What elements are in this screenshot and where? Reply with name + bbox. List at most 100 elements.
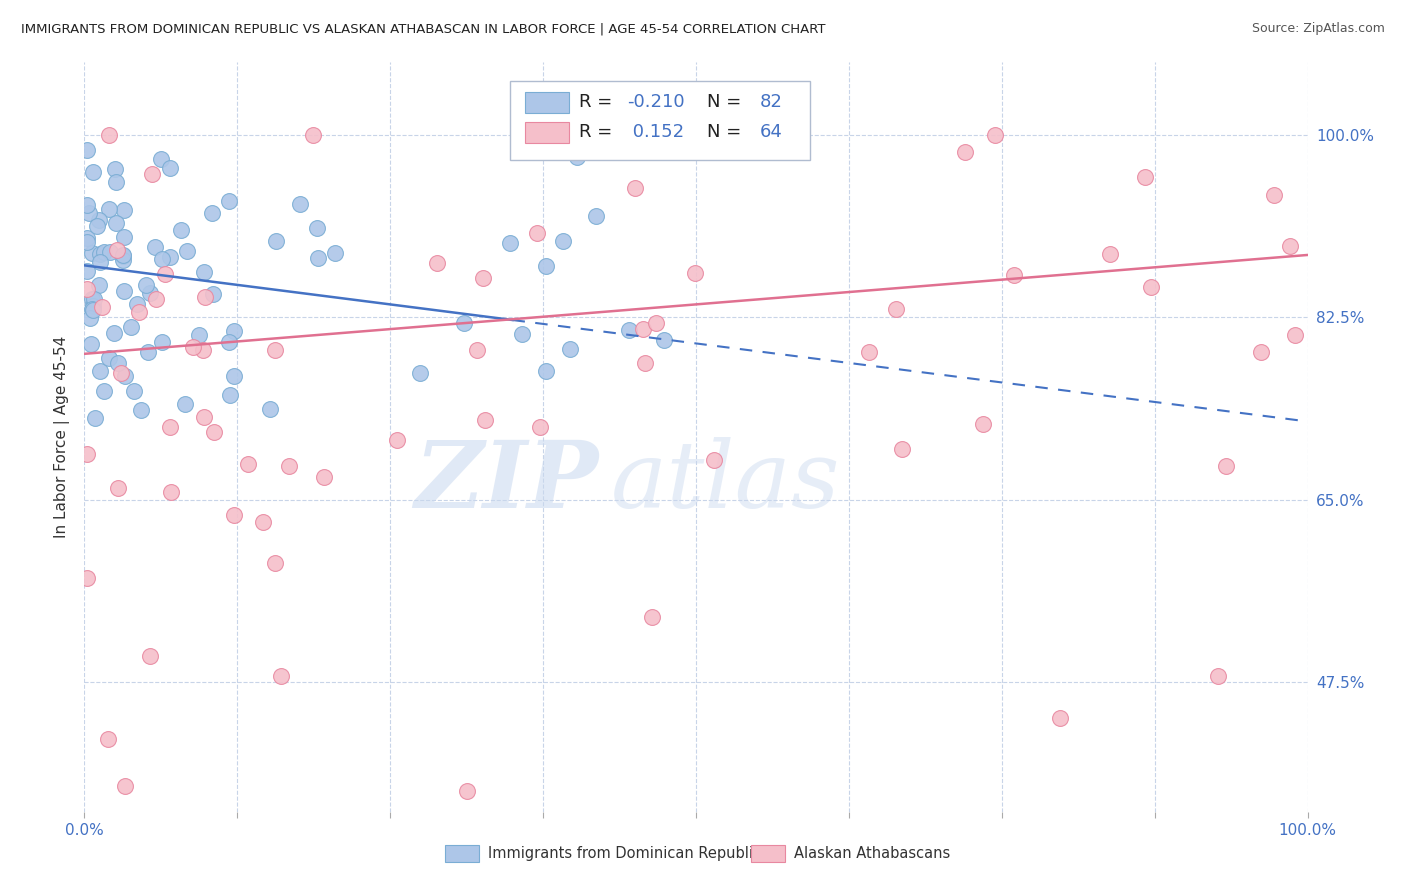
Point [264,343,287,357]
Point [128,304,150,318]
Point [645,317,668,331]
Point [111,252,134,267]
Point [89,254,111,268]
Point [107,481,129,495]
Point [409,366,432,380]
Point [585,210,607,224]
Point [558,342,581,356]
Point [224,369,246,384]
Text: IMMIGRANTS FROM DOMINICAN REPUBLIC VS ALASKAN ATHABASCAN IN LABOR FORCE | AGE 45: IMMIGRANTS FROM DOMINICAN REPUBLIC VS AL… [21,22,825,36]
Point [652,333,675,347]
Point [76,143,98,157]
Point [222,324,245,338]
Point [703,453,725,467]
Point [1250,345,1272,359]
Point [97,202,120,216]
Point [426,256,449,270]
Point [122,384,145,399]
Point [76,231,98,245]
Point [474,412,496,426]
Point [302,128,325,143]
Text: Source: ZipAtlas.com: Source: ZipAtlas.com [1251,22,1385,36]
Point [112,230,135,244]
Text: 0.152: 0.152 [627,123,685,141]
FancyBboxPatch shape [751,846,786,862]
Point [105,217,128,231]
Point [201,205,224,219]
Point [278,459,301,474]
Point [150,335,173,350]
Point [83,410,105,425]
Point [259,402,281,417]
Point [551,235,574,249]
Point [79,311,101,326]
Text: -0.210: -0.210 [627,93,685,112]
Point [76,198,98,212]
Point [82,302,104,317]
Point [472,271,495,285]
Text: ZIP: ZIP [413,437,598,527]
Point [683,266,706,280]
Point [314,470,336,484]
Point [76,235,98,249]
Point [465,343,488,358]
Point [83,292,105,306]
Point [456,784,478,798]
Point [858,345,880,359]
Point [307,251,329,265]
Point [219,388,242,402]
Point [534,260,557,274]
Point [104,161,127,176]
Point [114,369,136,384]
Point [82,300,104,314]
Point [112,284,135,298]
Point [82,301,104,316]
Point [1049,711,1071,725]
Point [150,252,173,266]
Point [264,556,287,570]
Text: atlas: atlas [610,437,839,527]
Point [93,245,115,260]
Point [80,336,103,351]
Point [89,246,111,260]
Y-axis label: In Labor Force | Age 45-54: In Labor Force | Age 45-54 [55,336,70,538]
Point [534,364,557,378]
Point [76,282,98,296]
Point [789,128,811,143]
Point [891,442,914,457]
Point [112,203,135,218]
Point [181,340,204,354]
Point [100,245,122,260]
Point [135,277,157,292]
Point [90,300,112,314]
Point [76,447,98,461]
Point [159,419,181,434]
Point [103,326,125,340]
Point [270,669,292,683]
Point [194,290,217,304]
Point [264,235,287,249]
Point [884,301,907,316]
Point [129,402,152,417]
Point [87,212,110,227]
Point [170,223,193,237]
Point [1002,268,1025,282]
Point [86,219,108,234]
Point [512,327,534,342]
Point [125,296,148,310]
Point [1215,459,1237,474]
Point [202,287,225,301]
Point [159,161,181,176]
Point [499,235,522,250]
Point [193,409,215,424]
Text: 82: 82 [759,93,783,112]
Point [105,243,128,257]
Text: 64: 64 [759,123,783,141]
Point [77,206,100,220]
Point [114,779,136,793]
Point [252,516,274,530]
Point [143,239,166,253]
Point [104,176,127,190]
Point [453,316,475,330]
Point [112,248,135,262]
